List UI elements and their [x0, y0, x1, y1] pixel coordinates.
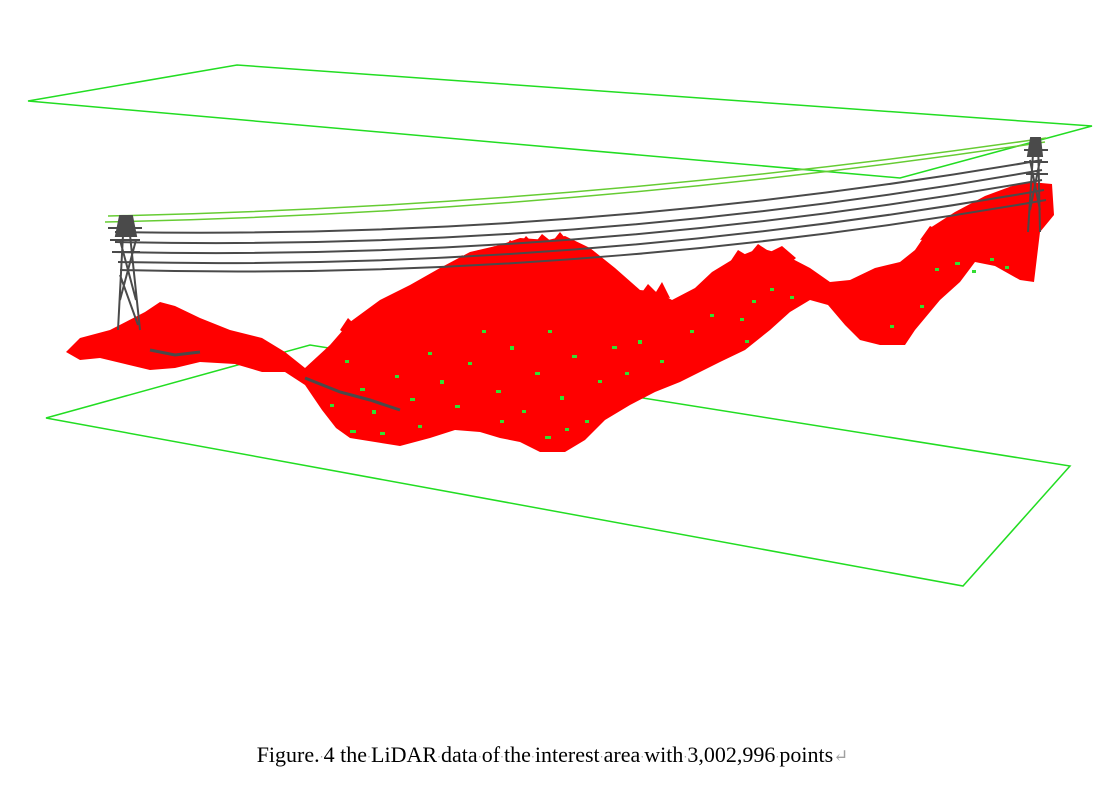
caption-number: 4: [323, 742, 335, 767]
right-transmission-tower: [1024, 137, 1048, 233]
low-dark-points: [149, 348, 401, 412]
power-line-wires: [114, 159, 1047, 273]
caption-word: interest: [534, 742, 600, 767]
caption-word: the: [504, 742, 531, 767]
caption-word: with: [644, 742, 684, 767]
caption-word: area: [603, 742, 641, 767]
top-bounding-plane: [27, 64, 1093, 179]
vegetation-point-cloud: [66, 182, 1054, 452]
caption-word: data: [441, 742, 478, 767]
caption-word: LiDAR: [371, 742, 438, 767]
caption-word: of: [481, 742, 501, 767]
left-transmission-tower: [108, 215, 142, 331]
figure-caption: Figure.·4 the·LiDAR·data·of·the·interest…: [256, 742, 849, 767]
caption-word: the: [340, 742, 368, 767]
caption-label: Figure.: [256, 742, 320, 767]
ground-points: [330, 258, 1009, 439]
lidar-point-cloud-figure: [27, 64, 1093, 587]
shield-wires: [104, 137, 1047, 223]
bottom-bounding-plane: [45, 344, 1072, 587]
caption-point-count: 3,002,996: [687, 742, 776, 767]
caption-word: points: [779, 742, 834, 767]
return-arrow-icon: ↵: [833, 746, 849, 766]
